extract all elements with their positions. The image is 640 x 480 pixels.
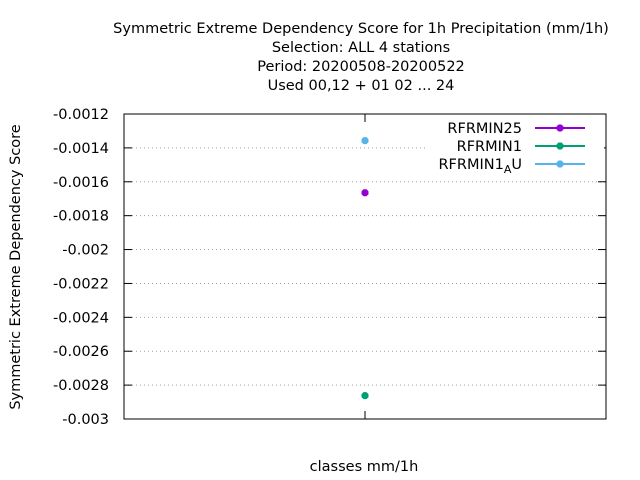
y-axis-label: Symmetric Extreme Dependency Score: [8, 124, 24, 409]
legend-marker: [556, 124, 564, 132]
y-axis-ticks: -0.0012 -0.0014 -0.0016 -0.0018 -0.002 -0.002…: [53, 107, 606, 428]
chart-title-line: Selection: ALL 4 stations: [272, 40, 450, 56]
legend-label: RFRMIN25: [447, 121, 522, 137]
y-tick-label: -0.002: [62, 243, 109, 259]
legend-label: RFRMIN1AU: [438, 157, 522, 176]
y-tick-label: -0.0012: [53, 107, 109, 123]
gridlines: [124, 147, 606, 386]
chart-title-line: Used 00,12 + 01 02 ... 24: [268, 78, 455, 94]
y-tick-label: -0.0022: [53, 276, 109, 292]
x-axis-label: classes mm/1h: [310, 459, 419, 475]
y-tick-label: -0.003: [62, 412, 109, 428]
data-point-rfrmin1-au: [361, 137, 369, 145]
data-point-rfrmin1: [361, 392, 369, 400]
legend-bg: [428, 154, 604, 173]
y-tick-label: -0.0016: [53, 175, 109, 191]
chart-title-line: Symmetric Extreme Dependency Score for 1…: [113, 21, 609, 37]
chart-title-line: Period: 20200508-20200522: [257, 59, 465, 75]
y-tick-label: -0.0028: [53, 378, 109, 394]
legend-bg: [428, 118, 604, 137]
y-tick-label: -0.0018: [53, 209, 109, 225]
y-tick-label: -0.0014: [53, 141, 109, 157]
legend: RFRMIN25 RFRMIN1 RFRMIN1AU: [428, 118, 604, 176]
y-tick-label: -0.0024: [53, 310, 109, 326]
legend-bg: [428, 136, 604, 155]
data-points: [361, 137, 369, 400]
y-tick-label: -0.0026: [53, 344, 109, 360]
legend-label: RFRMIN1: [457, 139, 522, 155]
chart-title: Symmetric Extreme Dependency Score for 1…: [113, 21, 609, 94]
legend-marker: [556, 160, 564, 168]
legend-marker: [556, 142, 564, 150]
data-point-rfrmin25: [361, 189, 369, 197]
